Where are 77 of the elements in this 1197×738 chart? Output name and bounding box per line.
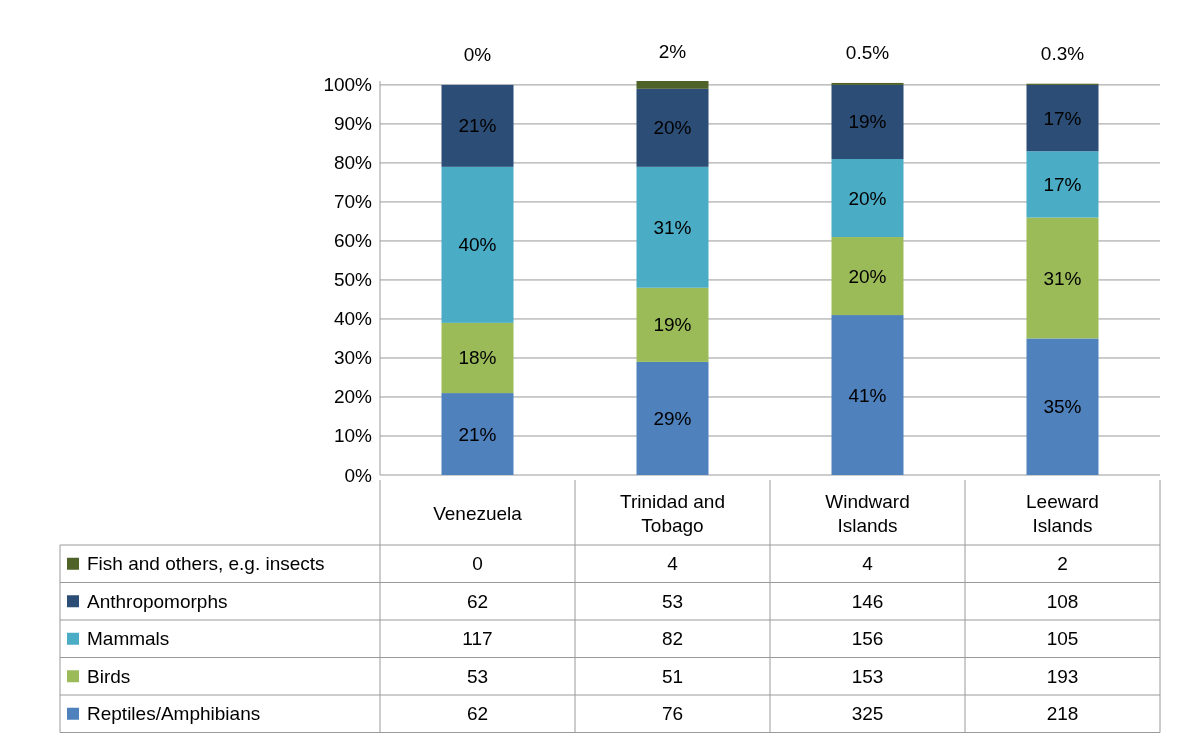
bar	[831, 315, 904, 475]
data-label: 117	[462, 628, 493, 650]
bar	[441, 322, 514, 394]
y-tick-label: 40%	[333, 308, 373, 330]
data-label: 17%	[1043, 173, 1082, 195]
category-label: Trinidad and Tobago	[620, 490, 725, 535]
y-tick-label: 50%	[333, 269, 373, 291]
bar	[1026, 217, 1099, 339]
data-label: 156	[851, 628, 884, 650]
legend-label: Anthropomorphs	[87, 590, 228, 612]
category-label: Windward Islands	[825, 490, 910, 535]
data-label: 20%	[653, 117, 692, 139]
bar	[831, 159, 904, 238]
y-tick-label: 100%	[323, 74, 373, 96]
data-label: 0%	[463, 44, 492, 66]
legend-label: Fish and others, e.g. insects	[87, 553, 325, 575]
data-label: 62	[466, 590, 489, 612]
data-label: 20%	[848, 187, 887, 209]
data-label: 76	[661, 703, 684, 725]
data-label: 21%	[458, 423, 497, 445]
legend-label: Birds	[87, 665, 131, 687]
y-tick-label: 70%	[333, 191, 373, 213]
data-label: 29%	[653, 407, 692, 429]
bar	[636, 361, 709, 475]
data-label: 19%	[848, 111, 887, 133]
y-tick-label: 20%	[333, 386, 373, 408]
legend-label: Reptiles/Amphibians	[87, 703, 261, 725]
data-label: 31%	[1043, 267, 1082, 289]
data-label: 2%	[658, 40, 687, 62]
bar	[1026, 84, 1099, 152]
y-tick-label: 30%	[333, 347, 373, 369]
bar	[441, 393, 514, 475]
data-label: 218	[1046, 703, 1079, 725]
data-label: 35%	[1043, 396, 1082, 418]
data-label: 4	[862, 553, 874, 575]
data-label: 82	[661, 628, 684, 650]
y-tick-label: 0%	[344, 464, 373, 486]
data-label: 108	[1046, 590, 1079, 612]
bar	[636, 81, 709, 89]
data-label: 146	[851, 590, 884, 612]
data-label: 105	[1046, 628, 1079, 650]
bar	[1026, 151, 1099, 218]
legend-label: Mammals	[87, 628, 170, 650]
y-tick-label: 80%	[333, 152, 373, 174]
category-label: Venezuela	[433, 502, 523, 523]
data-label: 17%	[1043, 107, 1082, 129]
data-label: 62	[466, 703, 489, 725]
data-label: 0	[472, 553, 483, 575]
data-label: 51	[661, 665, 684, 687]
data-label: 2	[1057, 553, 1068, 575]
y-tick-label: 60%	[333, 230, 373, 252]
data-label: 53	[661, 590, 684, 612]
data-label: 153	[851, 665, 884, 687]
data-label: 4	[667, 553, 679, 575]
y-tick-label: 90%	[333, 113, 373, 135]
data-label: 19%	[653, 314, 692, 336]
data-label: 41%	[848, 384, 887, 406]
data-label: 53	[466, 665, 489, 687]
data-label: 0.5%	[845, 42, 890, 64]
bar	[1026, 338, 1099, 475]
y-tick-label: 10%	[333, 425, 373, 447]
data-label: 20%	[848, 265, 887, 287]
bar	[636, 88, 709, 167]
data-label: 0.3%	[1040, 43, 1085, 65]
data-label: 21%	[458, 115, 497, 137]
bar	[441, 166, 514, 323]
data-label: 40%	[458, 234, 497, 256]
category-label: Leeward Islands	[1026, 490, 1099, 535]
bar	[831, 84, 904, 160]
data-label: 31%	[653, 216, 692, 238]
data-label: 325	[851, 703, 884, 725]
bar	[441, 84, 514, 167]
bar	[636, 287, 709, 362]
data-label: 193	[1046, 665, 1079, 687]
bar	[636, 166, 709, 288]
data-label: 18%	[458, 347, 497, 369]
bar	[831, 237, 904, 316]
